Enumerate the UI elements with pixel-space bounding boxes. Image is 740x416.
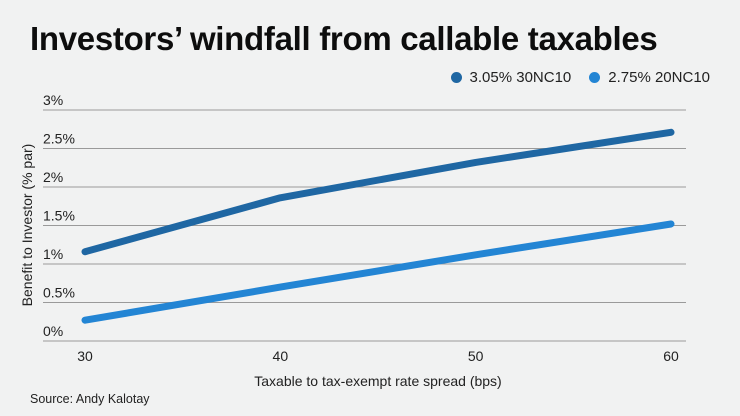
- series-lines: [81, 128, 675, 324]
- y-tick-label: 2.5%: [43, 131, 75, 147]
- legend: 3.05% 30NC10 2.75% 20NC10: [433, 69, 710, 86]
- y-tick-label: 3%: [43, 92, 63, 108]
- y-tick-label: 1%: [43, 246, 63, 262]
- y-axis-label: Benefit to Investor (% par): [19, 144, 35, 307]
- y-tick-label: 0.5%: [43, 285, 75, 301]
- series-line-2: [81, 220, 675, 324]
- y-tick-label: 0%: [43, 323, 63, 339]
- source-note: Source: Andy Kalotay: [30, 392, 150, 406]
- legend-marker-series-1: [450, 72, 462, 83]
- legend-marker-series-2: [589, 72, 601, 83]
- series-line-1: [81, 128, 675, 256]
- y-tick-label: 1.5%: [43, 208, 75, 224]
- y-tick-labels: 0% 0.5% 1% 1.5% 2% 2.5% 3%: [43, 92, 75, 339]
- x-tick-label: 40: [273, 348, 289, 364]
- legend-label-series-2: 2.75% 20NC10: [608, 69, 710, 86]
- x-tick-label: 30: [77, 348, 93, 364]
- legend-item-series-2: 2.75% 20NC10: [589, 69, 710, 86]
- x-tick-label: 50: [468, 348, 484, 364]
- y-tick-label: 2%: [43, 169, 63, 185]
- chart-title: Investors’ windfall from callable taxabl…: [30, 20, 658, 57]
- legend-label-series-1: 3.05% 30NC10: [469, 69, 572, 86]
- x-tick-labels: 30 40 50 60: [77, 348, 679, 364]
- legend-item-series-1: 3.05% 30NC10: [450, 69, 572, 86]
- x-axis-label: Taxable to tax-exempt rate spread (bps): [254, 373, 501, 389]
- x-tick-label: 60: [663, 348, 679, 364]
